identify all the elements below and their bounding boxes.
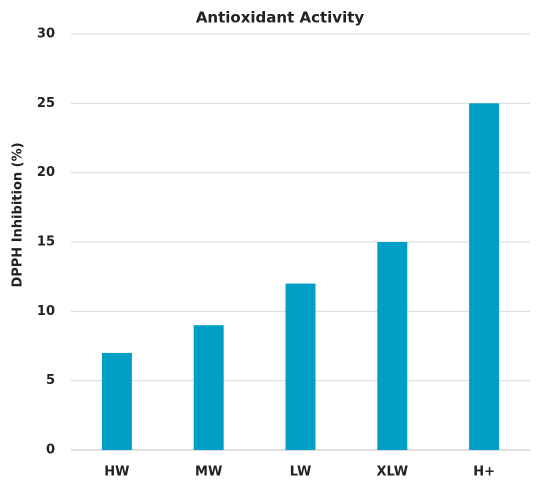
bar — [285, 283, 316, 450]
y-tick-label: 20 — [37, 165, 55, 180]
bar — [377, 242, 408, 450]
y-tick-label: 0 — [46, 443, 55, 458]
y-tick-label: 5 — [46, 373, 55, 388]
x-tick-label: XLW — [376, 465, 408, 480]
x-tick-label: MW — [195, 465, 222, 480]
chart-title: Antioxidant Activity — [196, 9, 365, 27]
y-tick-label: 25 — [37, 96, 55, 111]
y-tick-label: 15 — [37, 235, 55, 250]
x-tick-label: LW — [290, 465, 312, 480]
bar — [469, 103, 500, 450]
y-tick-label: 30 — [37, 27, 55, 42]
y-axis-label: DPPH Inhibition (%) — [11, 142, 26, 287]
bar — [193, 325, 224, 450]
y-tick-label: 10 — [37, 304, 55, 319]
bar — [101, 352, 132, 450]
x-tick-label: HW — [104, 465, 129, 480]
x-tick-label: H+ — [473, 465, 495, 480]
